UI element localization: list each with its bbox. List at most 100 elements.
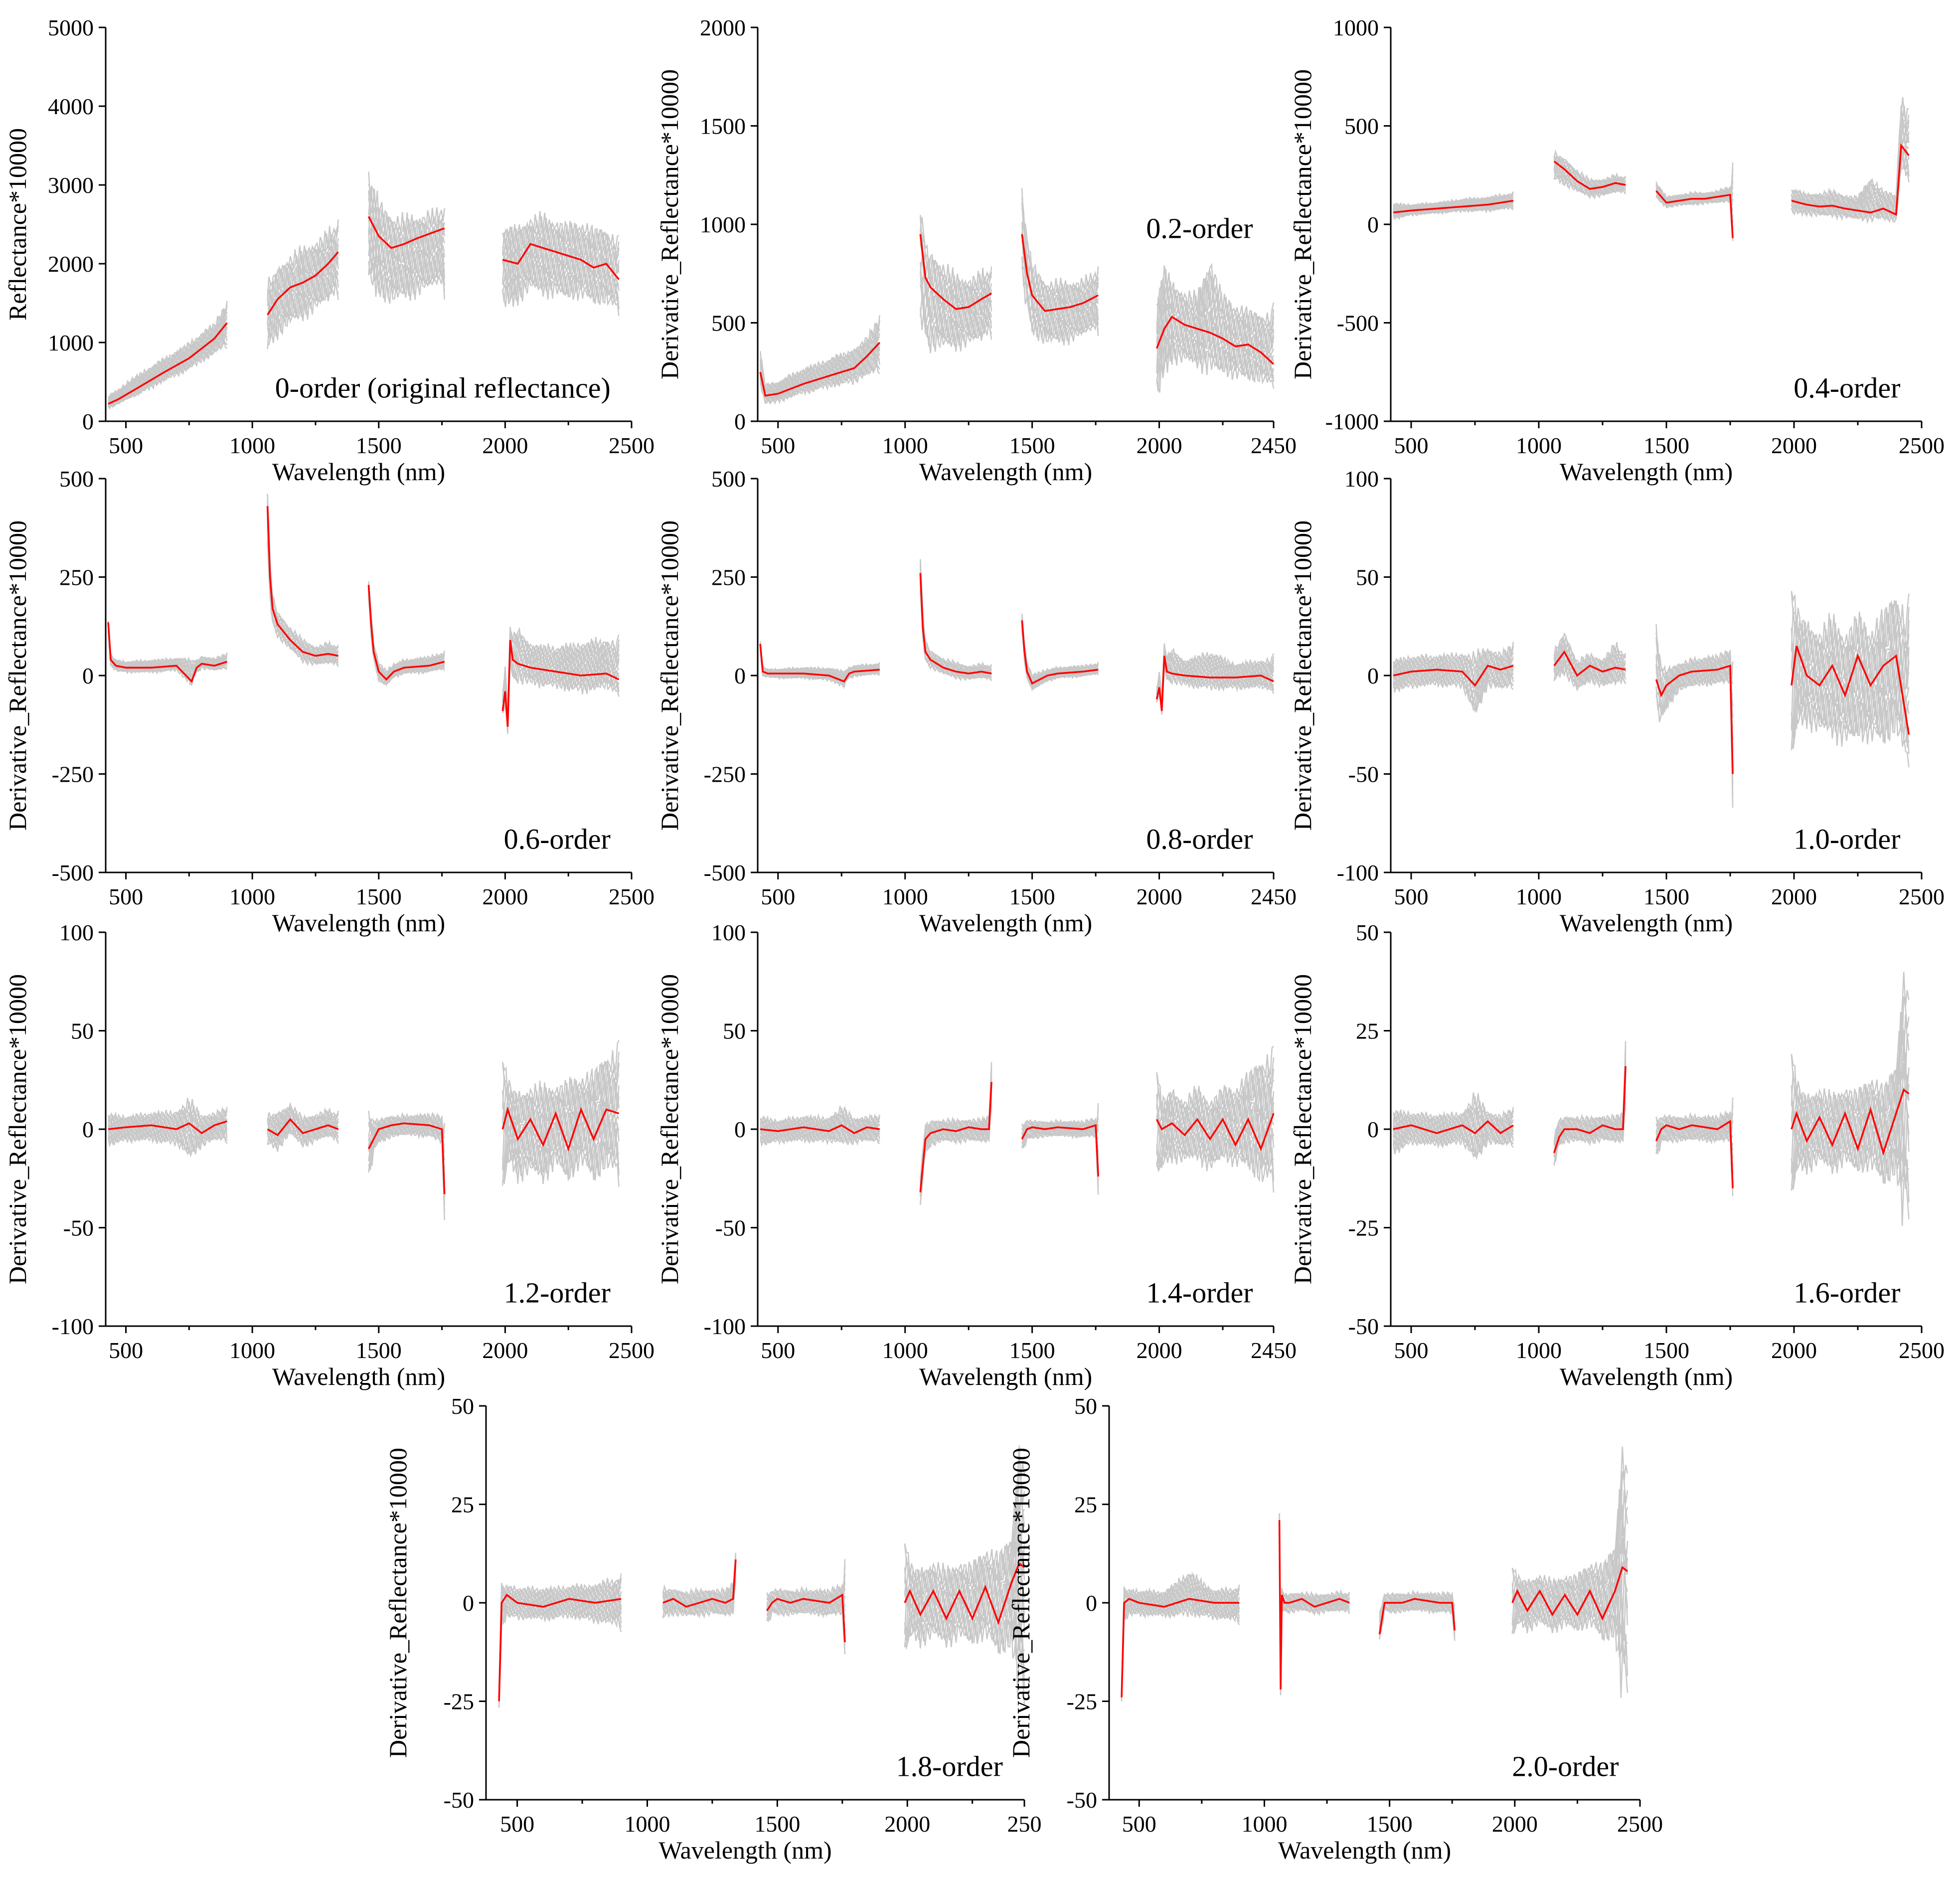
y-axis-title: Derivative_Reflectance*10000	[655, 974, 683, 1284]
sample-spectrum-p12-seg2-3	[368, 1124, 445, 1198]
sample-spectrum-p10-seg2-11	[1655, 642, 1734, 687]
x-tick-label: 500	[109, 433, 143, 458]
y-tick-label: 0	[463, 1590, 474, 1616]
x-tick-label: 2000	[1771, 433, 1817, 458]
sample-spectrum-p20-seg2-0	[1379, 1605, 1456, 1641]
sample-spectrum-p14-seg1-13	[920, 1062, 992, 1182]
mean-spectrum-p20-seg0	[1121, 1598, 1240, 1698]
sample-spectrum-p02-seg2-1	[1021, 256, 1099, 342]
sample-spectrum-p06-seg2-9	[368, 588, 445, 678]
x-tick-label: 1500	[754, 1811, 800, 1837]
x-tick-label: 500	[1394, 1338, 1428, 1363]
x-tick-label: 500	[1394, 433, 1428, 458]
mean-spectrum-p16-seg2	[1655, 1120, 1734, 1189]
x-tick-label: 2500	[1899, 433, 1945, 458]
sample-spectrum-p08-seg0-13	[759, 642, 880, 675]
x-tick-label: 1500	[1009, 884, 1055, 909]
mean-spectrum-p04-seg2	[1655, 190, 1734, 238]
sample-spectrum-p08-seg3-7	[1156, 651, 1274, 708]
y-tick-label: -250	[704, 762, 746, 787]
mean-spectrum-p12-seg0	[108, 1120, 228, 1135]
mean-spectrum-p0-seg0	[108, 322, 228, 405]
sample-spectrum-p0-seg2-4	[368, 230, 445, 286]
mean-spectrum-p12-seg2	[367, 1122, 446, 1195]
x-tick-label: 2000	[482, 1338, 528, 1363]
sample-spectrum-p02-seg2-11	[1021, 208, 1099, 304]
y-tick-label: 0	[1086, 1590, 1097, 1616]
sample-spectrum-p0-seg3-13	[502, 211, 620, 250]
sample-spectrum-p08-seg3-13	[1156, 643, 1275, 701]
x-tick-label: 2000	[482, 884, 528, 909]
panel-label: 0-order (original reflectance)	[275, 372, 611, 404]
sample-spectrum-p04-seg2-9	[1655, 185, 1734, 201]
sample-spectrum-p12-seg2-0	[368, 1128, 445, 1220]
sample-spectrum-p14-seg1-2	[920, 1100, 992, 1197]
sample-spectrum-p08-seg1-13	[920, 564, 992, 670]
sample-spectrum-p02-seg0-11	[759, 324, 880, 392]
sample-spectrum-p18-seg2-5	[766, 1598, 846, 1618]
x-tick-label: 1000	[882, 433, 928, 458]
panel-label: 1.2-order	[504, 1277, 611, 1309]
y-tick-label: -100	[1337, 860, 1379, 885]
x-tick-label: 2500	[1899, 1338, 1945, 1363]
sample-spectrum-p0-seg0-13	[108, 301, 228, 398]
panel-p04: 500 1000 1500 2000 2500-1000-50005001000Wave…	[1289, 15, 1945, 486]
panel-p08: 500 1000 1500 2000 2450 -500 -250 0 250 500 Wavele…	[655, 466, 1297, 937]
y-axis-title: Derivative_Reflectance*10000	[1289, 520, 1316, 831]
x-tick-label: 1500	[1643, 1338, 1689, 1363]
sample-spectrum-p08-seg2-13	[1021, 614, 1099, 680]
sample-spectrum-p20-seg2-5	[1379, 1599, 1456, 1630]
sample-spectrum-p10-seg0-3	[1392, 671, 1514, 706]
y-tick-label: 0	[734, 409, 746, 434]
y-tick-label: 1000	[700, 212, 746, 237]
x-tick-label: 500	[1122, 1811, 1156, 1837]
sample-spectrum-p02-seg0-13	[759, 315, 880, 390]
sample-spectrum-p16-seg2-0	[1655, 1132, 1734, 1196]
x-axis-title: Wavelength (nm)	[919, 458, 1092, 486]
sample-spectrum-p16-seg2-13	[1655, 1097, 1734, 1128]
sample-spectrum-p02-seg0-5	[759, 344, 880, 400]
sample-spectrum-p14-seg2-0	[1021, 1131, 1099, 1195]
x-tick-label: 1500	[1009, 1338, 1055, 1363]
y-axis-title: Derivative_Reflectance*10000	[655, 520, 683, 831]
sample-spectrum-p06-seg3-4	[502, 647, 620, 725]
x-tick-label: 500	[761, 1338, 795, 1363]
panel-label: 0.8-order	[1146, 823, 1253, 855]
mean-spectrum-p06-seg2	[367, 585, 445, 681]
sample-spectrum-p16-seg2-11	[1655, 1112, 1734, 1129]
y-tick-label: 3000	[48, 172, 94, 198]
sample-spectrum-p20-seg2-11	[1379, 1592, 1456, 1618]
y-tick-label: 250	[711, 565, 746, 590]
sample-spectrum-p04-seg1-12	[1553, 154, 1627, 187]
sample-spectrum-p04-seg2-0	[1656, 196, 1734, 241]
sample-spectrum-p08-seg2-0	[1021, 631, 1099, 690]
x-tick-label: 500	[761, 433, 795, 458]
x-tick-label: 2000	[1771, 884, 1817, 909]
sample-spectrum-p04-seg2-13	[1655, 162, 1734, 201]
y-tick-label: 0	[82, 663, 94, 688]
y-tick-label: -50	[1348, 762, 1379, 787]
x-axis-title: Wavelength (nm)	[1560, 458, 1733, 486]
sample-spectrum-p12-seg1-12	[267, 1107, 339, 1127]
sample-spectrum-p06-seg1-4	[267, 527, 339, 662]
x-tick-label: 2000	[1771, 1338, 1817, 1363]
x-tick-label: 500	[109, 1338, 143, 1363]
sample-spectrum-p20-seg1-13	[1279, 1515, 1350, 1678]
mean-spectrum-p14-seg2	[1021, 1124, 1099, 1177]
y-tick-label: 500	[711, 466, 746, 492]
panel-label: 1.8-order	[896, 1750, 1003, 1783]
y-tick-label: 0	[1367, 663, 1379, 688]
sample-spectrum-p04-seg3-12	[1791, 105, 1910, 204]
x-tick-label: 500	[109, 884, 143, 909]
mean-spectrum-p14-seg0	[760, 1124, 880, 1134]
sample-spectrum-p02-seg2-9	[1021, 221, 1099, 313]
y-tick-label: 25	[451, 1492, 474, 1518]
sample-spectrum-p18-seg1-5	[662, 1570, 737, 1611]
sample-spectrum-p02-seg3-13	[1156, 263, 1275, 327]
sample-spectrum-p06-seg1-13	[267, 501, 339, 651]
sample-spectrum-p18-seg0-1	[498, 1607, 622, 1708]
sample-spectrum-p02-seg1-8	[920, 242, 992, 314]
y-tick-label: 100	[1344, 466, 1379, 492]
x-axis-title: Wavelength (nm)	[272, 1363, 445, 1390]
